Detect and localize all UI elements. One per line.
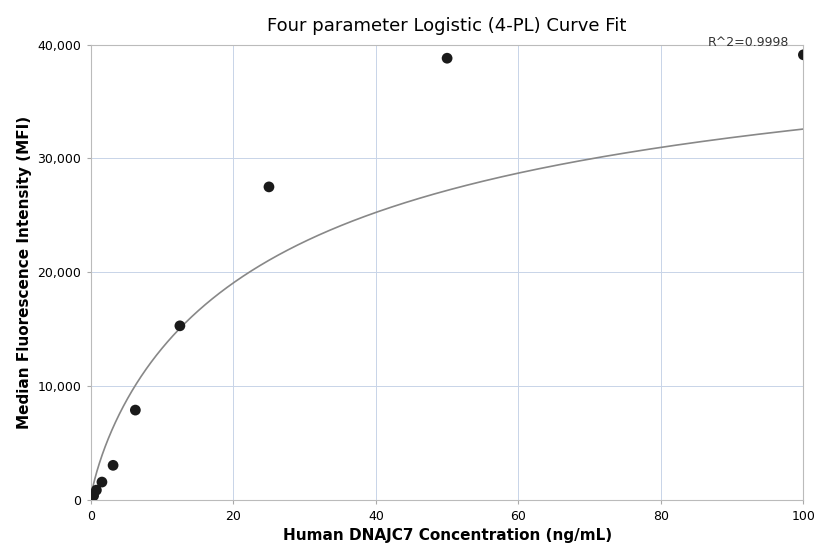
Text: R^2=0.9998: R^2=0.9998 [708,36,789,49]
Point [106,461,120,470]
Point [90,486,103,494]
Point [173,321,186,330]
Point [440,54,453,63]
Point [96,478,109,487]
Point [797,50,810,59]
Point [87,491,100,500]
X-axis label: Human DNAJC7 Concentration (ng/mL): Human DNAJC7 Concentration (ng/mL) [283,528,612,543]
Title: Four parameter Logistic (4-PL) Curve Fit: Four parameter Logistic (4-PL) Curve Fit [267,17,626,35]
Point [129,405,142,414]
Y-axis label: Median Fluorescence Intensity (MFI): Median Fluorescence Intensity (MFI) [17,116,32,429]
Point [262,183,275,192]
